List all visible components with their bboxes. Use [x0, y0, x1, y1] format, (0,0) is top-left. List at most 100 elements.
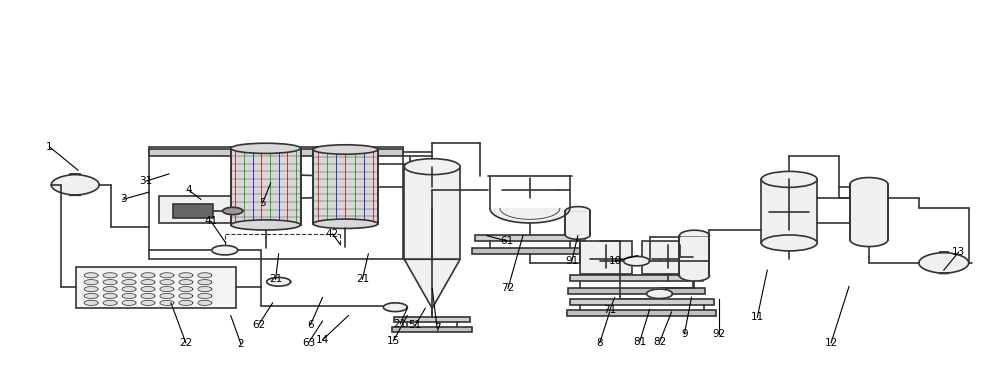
Polygon shape	[179, 280, 193, 285]
Ellipse shape	[231, 220, 301, 230]
Text: 8: 8	[596, 338, 603, 348]
Text: 82: 82	[653, 337, 666, 347]
Polygon shape	[679, 236, 709, 276]
Polygon shape	[490, 208, 570, 223]
Text: 6: 6	[307, 320, 314, 330]
Text: 71: 71	[603, 305, 616, 315]
Bar	[570, 299, 714, 305]
Bar	[392, 327, 472, 332]
Text: 51: 51	[409, 320, 422, 330]
Polygon shape	[940, 253, 948, 273]
Polygon shape	[565, 207, 590, 211]
Bar	[567, 310, 716, 316]
Polygon shape	[919, 253, 948, 273]
Polygon shape	[850, 178, 888, 184]
Bar	[472, 248, 588, 254]
Bar	[568, 288, 705, 294]
Bar	[580, 241, 632, 274]
Polygon shape	[122, 300, 136, 305]
Polygon shape	[383, 303, 407, 311]
Bar	[642, 241, 693, 274]
Text: 9: 9	[681, 329, 688, 339]
Polygon shape	[940, 253, 969, 273]
Bar	[173, 204, 213, 218]
Polygon shape	[103, 280, 117, 285]
Bar	[159, 196, 239, 223]
Text: 21: 21	[356, 274, 369, 284]
Polygon shape	[84, 300, 98, 305]
Text: 42: 42	[326, 229, 339, 239]
Polygon shape	[103, 294, 117, 299]
Bar	[475, 235, 585, 241]
Polygon shape	[198, 287, 212, 292]
Polygon shape	[179, 294, 193, 299]
Polygon shape	[198, 273, 212, 278]
Polygon shape	[160, 280, 174, 285]
Polygon shape	[160, 294, 174, 299]
Polygon shape	[850, 240, 888, 247]
Polygon shape	[141, 300, 155, 305]
Text: 41: 41	[204, 216, 217, 226]
Text: 21: 21	[269, 274, 282, 284]
Text: 72: 72	[501, 283, 515, 293]
Polygon shape	[679, 230, 709, 236]
Bar	[149, 149, 403, 156]
Polygon shape	[850, 184, 888, 240]
Polygon shape	[679, 276, 709, 281]
Polygon shape	[141, 287, 155, 292]
Text: 62: 62	[252, 320, 265, 330]
Polygon shape	[647, 289, 673, 299]
Polygon shape	[141, 294, 155, 299]
Text: 92: 92	[713, 329, 726, 339]
Bar	[149, 147, 403, 259]
Ellipse shape	[404, 159, 460, 175]
Polygon shape	[122, 294, 136, 299]
Text: 13: 13	[952, 247, 965, 257]
Text: 7: 7	[434, 323, 440, 333]
Polygon shape	[267, 277, 291, 286]
Polygon shape	[84, 273, 98, 278]
Ellipse shape	[761, 235, 817, 251]
Polygon shape	[84, 280, 98, 285]
Polygon shape	[404, 259, 460, 308]
Polygon shape	[160, 287, 174, 292]
Bar	[570, 274, 703, 281]
Ellipse shape	[761, 171, 817, 187]
Polygon shape	[160, 273, 174, 278]
Polygon shape	[624, 256, 650, 266]
Bar	[394, 317, 470, 322]
Ellipse shape	[231, 143, 301, 153]
Polygon shape	[103, 287, 117, 292]
Bar	[76, 266, 236, 308]
Text: 22: 22	[179, 338, 192, 348]
Bar	[313, 149, 378, 224]
Polygon shape	[565, 235, 590, 239]
Polygon shape	[179, 287, 193, 292]
Text: 61: 61	[500, 236, 514, 246]
Polygon shape	[160, 300, 174, 305]
Text: 91: 91	[565, 256, 578, 266]
Polygon shape	[179, 300, 193, 305]
Text: 81: 81	[633, 337, 646, 347]
Polygon shape	[70, 174, 80, 195]
Polygon shape	[198, 300, 212, 305]
Polygon shape	[70, 174, 99, 195]
Polygon shape	[141, 273, 155, 278]
Text: 5: 5	[259, 198, 266, 208]
Bar	[761, 179, 817, 243]
Bar	[404, 167, 460, 259]
Text: 12: 12	[824, 338, 838, 348]
Polygon shape	[198, 280, 212, 285]
Polygon shape	[179, 273, 193, 278]
Polygon shape	[122, 287, 136, 292]
Text: 1: 1	[46, 142, 53, 152]
Polygon shape	[212, 246, 238, 255]
Text: 4: 4	[186, 185, 192, 195]
Text: 10: 10	[609, 256, 622, 266]
Polygon shape	[198, 294, 212, 299]
Polygon shape	[565, 211, 590, 235]
Polygon shape	[141, 280, 155, 285]
Polygon shape	[103, 300, 117, 305]
Ellipse shape	[313, 219, 378, 228]
Text: 2: 2	[237, 339, 244, 348]
